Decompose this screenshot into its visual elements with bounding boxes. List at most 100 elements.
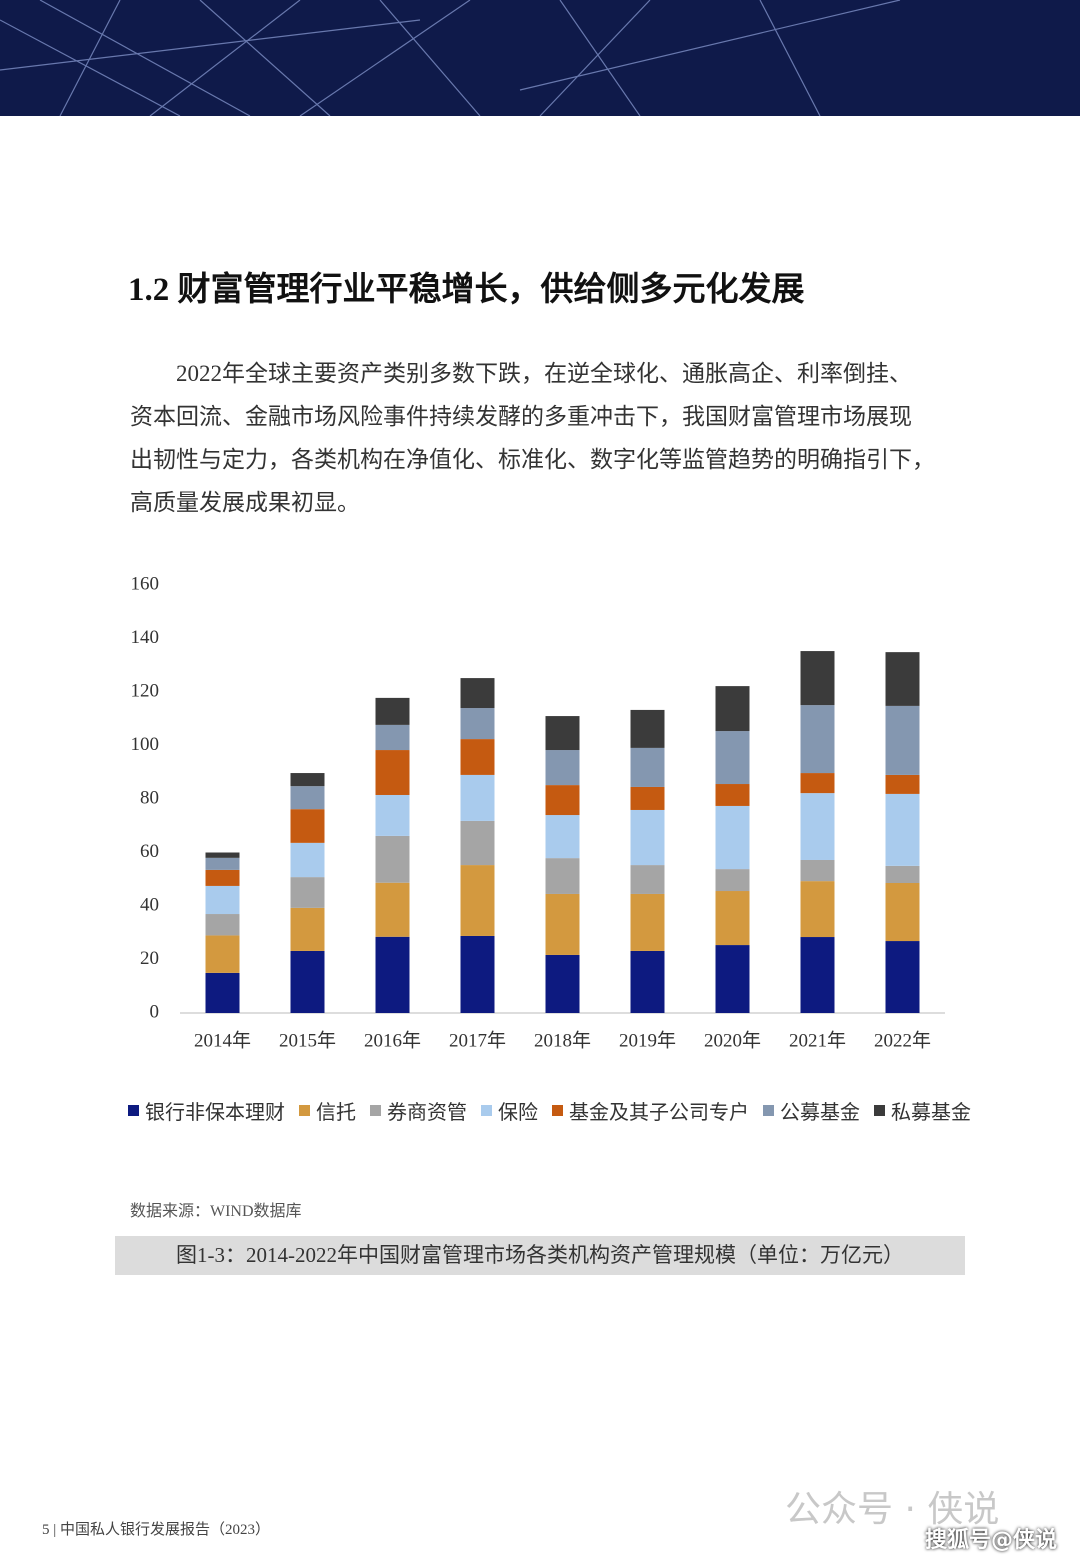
y-tick-label: 40 xyxy=(140,894,159,915)
bar-segment xyxy=(290,842,325,878)
x-tick-label: 2014年 xyxy=(194,1029,251,1051)
bar-segment xyxy=(885,941,920,1013)
section-title: 1.2 财富管理行业平稳增长，供给侧多元化发展 xyxy=(128,272,805,308)
x-tick-label: 2021年 xyxy=(789,1029,846,1051)
bar-segment xyxy=(205,857,240,870)
y-tick-label: 60 xyxy=(140,841,159,862)
x-tick-label: 2015年 xyxy=(279,1029,336,1051)
legend-swatch xyxy=(370,1105,381,1116)
banner xyxy=(0,0,1080,116)
legend-item: 保险 xyxy=(481,1096,538,1125)
bar-segment xyxy=(885,882,920,942)
paragraph: 2022年全球主要资产类别多数下跌，在逆全球化、通胀高企、利率倒挂、 资本回流、… xyxy=(130,352,935,524)
bar-segment xyxy=(290,786,325,810)
source: 数据来源：WIND数据库 xyxy=(130,1203,302,1220)
bar-segment xyxy=(630,865,665,894)
legend-label: 公募基金 xyxy=(780,1102,860,1124)
y-tick-label: 20 xyxy=(140,948,159,969)
x-tick-label: 2018年 xyxy=(534,1029,591,1051)
bar-segment xyxy=(800,793,835,860)
bar-segment xyxy=(885,793,920,866)
legend-label: 基金及其子公司专户 xyxy=(569,1102,749,1124)
bar-segment xyxy=(460,865,495,936)
legend-swatch xyxy=(481,1105,492,1116)
bar-segment xyxy=(545,750,580,786)
legend-item: 公募基金 xyxy=(763,1096,860,1125)
bar-segment xyxy=(205,972,240,1013)
bar-segment xyxy=(545,893,580,955)
legend-swatch xyxy=(128,1105,139,1116)
caption: 图1-3：2014-2022年中国财富管理市场各类机构资产管理规模（单位：万亿元… xyxy=(176,1243,904,1267)
bar-segment xyxy=(460,935,495,1013)
paragraph-line: 高质量发展成果初显。 xyxy=(130,490,360,515)
bar-segment xyxy=(375,835,410,883)
x-tick-label: 2017年 xyxy=(449,1029,506,1051)
bar-segment xyxy=(460,820,495,866)
bar-segment xyxy=(715,731,750,785)
x-tick-label: 2016年 xyxy=(364,1029,421,1051)
bar-segment xyxy=(545,785,580,816)
paragraph-line: 资本回流、金融市场风险事件持续发酵的多重冲击下，我国财富管理市场展现 xyxy=(130,404,912,429)
watermark-sohu: 搜狐号@侠说 xyxy=(925,1528,1058,1553)
x-tick-label: 2022年 xyxy=(874,1029,931,1051)
bar-segment xyxy=(290,877,325,908)
bar-segment xyxy=(460,739,495,775)
watermark: 公众号 · 侠说 xyxy=(785,1489,1000,1530)
bar-segment xyxy=(375,794,410,836)
bar-segment xyxy=(205,885,240,915)
bar-segment xyxy=(630,786,665,810)
bar-segment xyxy=(545,954,580,1013)
bar-segment xyxy=(630,747,665,787)
legend-item: 信托 xyxy=(299,1096,356,1125)
bar-segment xyxy=(375,750,410,795)
x-tick-label: 2020年 xyxy=(704,1029,761,1051)
bar-segment xyxy=(800,881,835,938)
legend-item: 券商资管 xyxy=(370,1096,467,1125)
bar-segment xyxy=(630,809,665,866)
legend-label: 保险 xyxy=(498,1102,538,1124)
x-tick-label: 2019年 xyxy=(619,1029,676,1051)
paragraph-line: 出韧性与定力，各类机构在净值化、标准化、数字化等监管趋势的明确指引下， xyxy=(130,447,935,472)
chart: 0 20 40 60 80 100 120 140 160 2014年 2015年 2016年 2017… xyxy=(131,573,945,1051)
legend-swatch xyxy=(874,1105,885,1116)
bar-segment xyxy=(545,858,580,894)
bar-segment xyxy=(715,945,750,1013)
bar-segment xyxy=(885,865,920,883)
bar-segment xyxy=(885,705,920,775)
bar-segment xyxy=(375,697,410,725)
legend-swatch xyxy=(299,1105,310,1116)
bar-segment xyxy=(460,774,495,821)
bar-segment xyxy=(715,805,750,870)
footer: 5 | 中国私人银行发展报告（2023） xyxy=(42,1522,271,1538)
bar-segment xyxy=(545,716,580,751)
bar-segment xyxy=(800,773,835,794)
bar-segment xyxy=(290,907,325,951)
bar-segment xyxy=(205,914,240,936)
bar-segment xyxy=(205,869,240,886)
y-tick-label: 80 xyxy=(140,787,159,808)
bar-segment xyxy=(800,705,835,774)
bar-segment xyxy=(800,859,835,882)
bar-segment xyxy=(715,891,750,946)
bar-segment xyxy=(715,784,750,806)
paragraph-line: 2022年全球主要资产类别多数下跌，在逆全球化、通胀高企、利率倒挂、 xyxy=(176,361,912,386)
legend-swatch xyxy=(763,1105,774,1116)
bar-segment xyxy=(545,815,580,859)
bar-segment xyxy=(375,882,410,937)
y-tick-label: 0 xyxy=(150,1001,160,1022)
bar-segment xyxy=(460,678,495,709)
legend-item: 私募基金 xyxy=(874,1096,971,1125)
bar-segment xyxy=(630,893,665,951)
bar-segment xyxy=(885,774,920,794)
bar-segment xyxy=(375,724,410,751)
legend-label: 银行非保本理财 xyxy=(145,1102,285,1124)
bar-segment xyxy=(885,652,920,706)
legend-item: 基金及其子公司专户 xyxy=(552,1096,749,1125)
caption-box xyxy=(115,1236,965,1275)
bar-segment xyxy=(630,709,665,748)
bar-segment xyxy=(205,852,240,858)
legend-item: 银行非保本理财 xyxy=(128,1096,285,1125)
bar-segment xyxy=(290,950,325,1013)
y-tick-label: 120 xyxy=(131,680,160,701)
